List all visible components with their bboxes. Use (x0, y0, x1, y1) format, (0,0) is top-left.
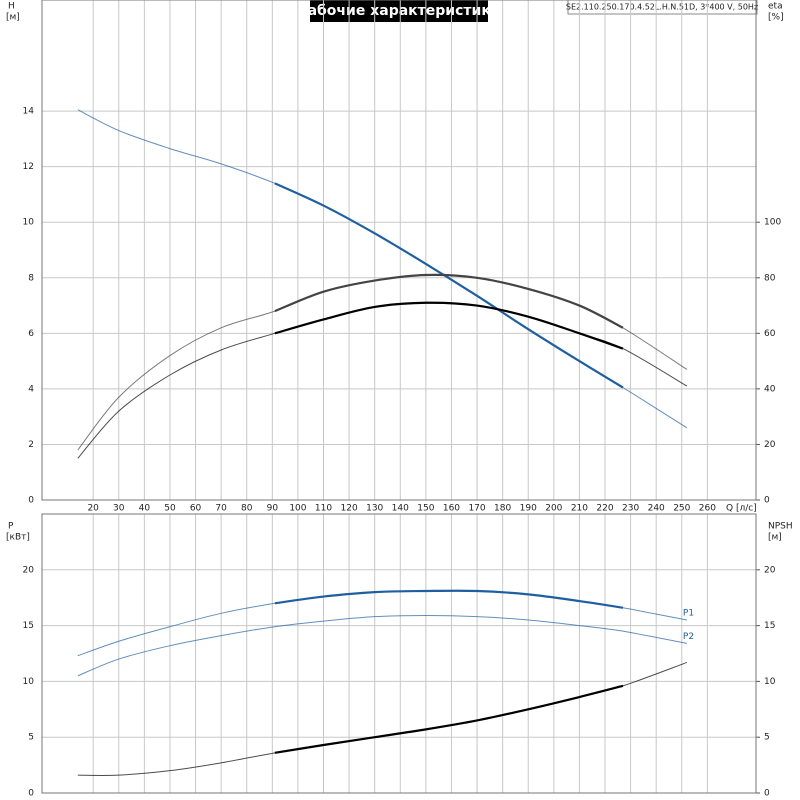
y2-tick-label: 40 (764, 384, 776, 394)
y2-tick-label: 100 (764, 218, 781, 228)
y-tick-label: 6 (28, 329, 34, 339)
y-axis-label: H (8, 2, 15, 12)
y-axis-unit: [кВт] (6, 533, 30, 543)
x-tick-label: 150 (417, 504, 434, 514)
x-tick-label: 70 (215, 504, 227, 514)
y-tick-label: 8 (28, 273, 34, 283)
y-tick-label: 12 (23, 162, 34, 172)
y2-axis-unit: [%] (768, 13, 784, 23)
x-tick-label: 120 (341, 504, 358, 514)
x-tick-label: 20 (87, 504, 99, 514)
x-tick-label: 220 (596, 504, 613, 514)
y2-axis-label: eta (768, 2, 783, 12)
y2-tick-label: 0 (764, 789, 770, 799)
x-tick-label: 160 (443, 504, 460, 514)
curve-operating (274, 301, 624, 350)
x-tick-label: 60 (190, 504, 202, 514)
y2-tick-label: 5 (764, 733, 770, 743)
y-tick-label: 0 (28, 789, 34, 799)
y-tick-label: 2 (28, 440, 34, 450)
x-tick-label: 170 (468, 504, 485, 514)
y2-tick-label: 10 (764, 677, 776, 687)
y-tick-label: 4 (28, 384, 34, 394)
y2-tick-label: 20 (764, 565, 776, 575)
subtitle-box (567, 0, 758, 15)
x-tick-label: 140 (392, 504, 409, 514)
x-tick-label: 200 (545, 504, 562, 514)
x-tick-label: 110 (315, 504, 332, 514)
plot-frame (41, 0, 757, 501)
y2-tick-label: 80 (764, 273, 776, 283)
x-tick-label: 50 (164, 504, 176, 514)
y-tick-label: 0 (28, 496, 34, 506)
x-tick-label: 90 (267, 504, 279, 514)
y-axis-label: P (8, 522, 14, 532)
curve-operating (274, 273, 624, 329)
curve (77, 615, 687, 677)
x-axis-label: Q [л/с] (726, 504, 757, 514)
y-axis-unit: [м] (6, 13, 20, 23)
x-tick-label: 230 (622, 504, 639, 514)
y2-axis-unit: [м] (768, 533, 782, 543)
x-tick-label: 190 (520, 504, 537, 514)
y2-tick-label: 20 (764, 440, 776, 450)
y-tick-label: 14 (23, 107, 35, 117)
x-tick-label: 130 (366, 504, 383, 514)
series-label: P2 (683, 632, 694, 642)
series-label: P1 (683, 609, 694, 619)
x-tick-label: 210 (571, 504, 588, 514)
y2-tick-label: 0 (764, 496, 770, 506)
x-tick-label: 180 (494, 504, 511, 514)
curve-operating (274, 589, 624, 609)
y-tick-label: 20 (23, 565, 35, 575)
y2-tick-label: 60 (764, 329, 776, 339)
x-tick-label: 250 (673, 504, 690, 514)
chart-subtitle: SE2.110.250.170.4.52L.H.N.51D, 3*400 V, … (566, 3, 758, 12)
y-tick-label: 5 (28, 733, 34, 743)
curve-operating (274, 182, 624, 389)
title-box (310, 0, 488, 22)
x-tick-label: 100 (289, 504, 306, 514)
y-tick-label: 10 (23, 218, 35, 228)
y2-tick-label: 15 (764, 621, 775, 631)
x-tick-label: 260 (699, 504, 716, 514)
y2-axis-label: NPSH (768, 522, 793, 532)
y-tick-label: 10 (23, 677, 35, 687)
x-tick-label: 240 (648, 504, 665, 514)
x-tick-label: 40 (139, 504, 151, 514)
curve-operating (274, 684, 624, 754)
x-tick-label: 80 (241, 504, 253, 514)
chart-title: Рабочие характеристики (297, 3, 500, 19)
x-tick-label: 30 (113, 504, 125, 514)
plot-frame (41, 513, 757, 794)
y-tick-label: 15 (23, 621, 34, 631)
